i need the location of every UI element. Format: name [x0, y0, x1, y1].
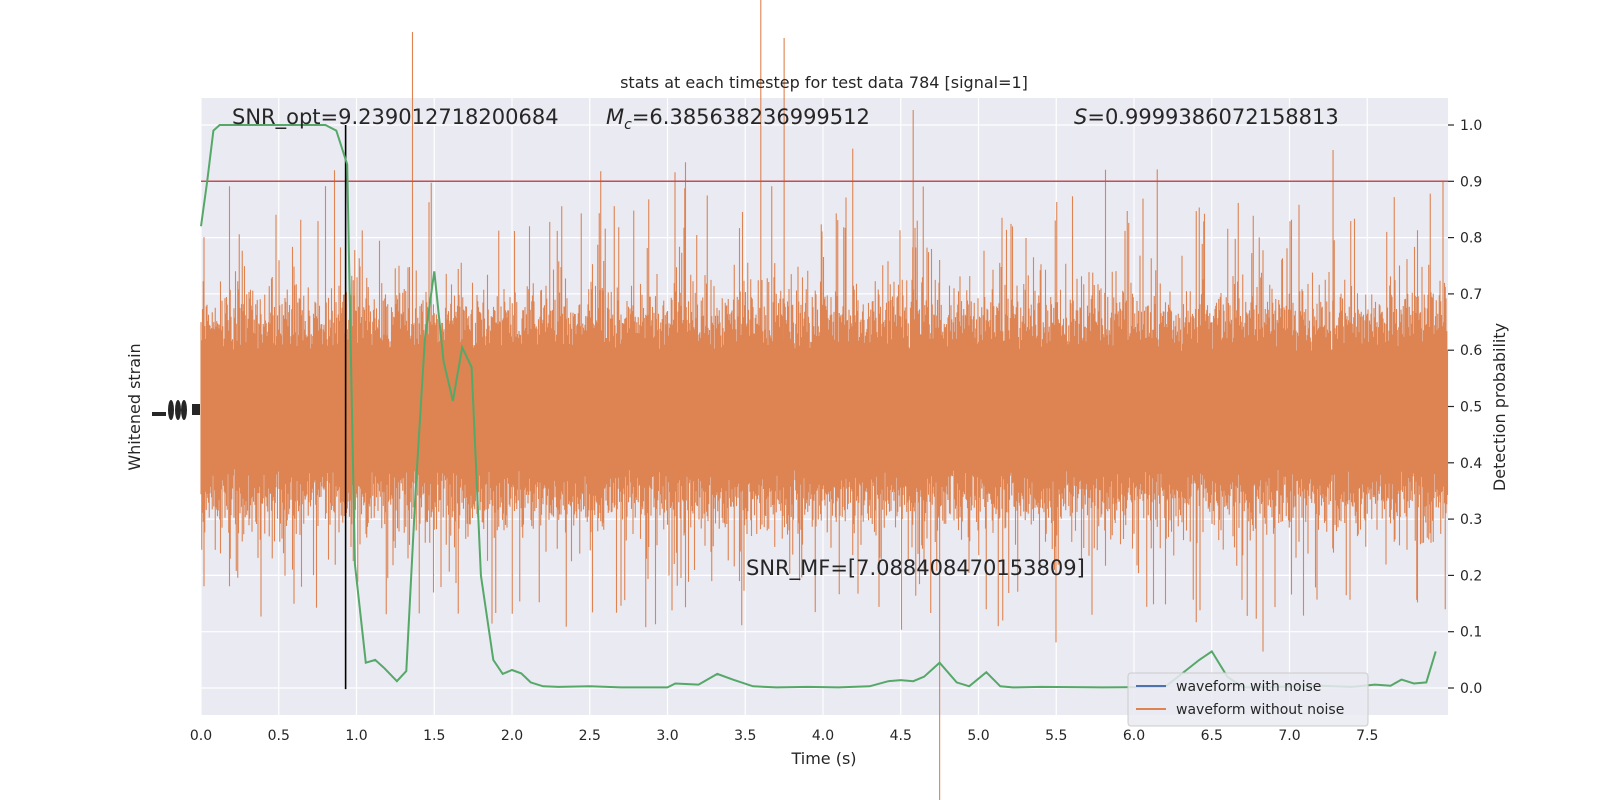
y-tick-label: 0.1	[1460, 625, 1482, 641]
x-tick-label: 7.5	[1356, 728, 1378, 744]
y-tick-label: 0.7	[1460, 287, 1482, 303]
chart-title: stats at each timestep for test data 784…	[620, 73, 1028, 92]
y-tick-label: 0.6	[1460, 343, 1482, 359]
y-tick-label: 0.3	[1460, 512, 1482, 528]
x-tick-label: 0.5	[268, 728, 290, 744]
x-tick-label: 6.0	[1123, 728, 1145, 744]
y-tick-label: 1.0	[1460, 118, 1482, 134]
x-tick-label: 2.5	[579, 728, 601, 744]
series-detection-probability	[200, 124, 1437, 689]
x-axis-ticks: 0.0 0.5 1.0 1.5 2.0 2.5 3.0 3.5 4.0 4.5 5.0 5.5 6.0 6…	[190, 728, 1379, 744]
right-axis-label: Detection probability	[1490, 323, 1509, 491]
left-axis-label: Whitened strain	[125, 343, 144, 470]
legend-entry-with-noise: waveform with noise	[1176, 679, 1321, 695]
legend: waveform with noise waveform without noi…	[1127, 672, 1369, 727]
annotation-s-value: S=0.9999386072158813	[1074, 105, 1339, 129]
x-tick-label: 2.0	[501, 728, 523, 744]
y-tick-label: 0.0	[1460, 681, 1482, 697]
x-tick-label: 7.0	[1278, 728, 1300, 744]
x-tick-label: 3.0	[656, 728, 678, 744]
x-tick-label: 3.5	[734, 728, 756, 744]
x-tick-label: 0.0	[190, 728, 212, 744]
x-tick-label: 1.0	[345, 728, 367, 744]
x-tick-label: 5.5	[1045, 728, 1067, 744]
left-axis-marks	[152, 400, 200, 420]
x-tick-label: 1.5	[423, 728, 445, 744]
y-tick-label: 0.8	[1460, 231, 1482, 247]
y-tick-label: 0.4	[1460, 456, 1482, 472]
annotation-chirp-mass: Mc=6.385638236999512	[606, 105, 870, 133]
y-tick-label: 0.2	[1460, 568, 1482, 584]
x-axis-label: Time (s)	[790, 749, 856, 768]
x-tick-label: 4.0	[812, 728, 834, 744]
x-tick-label: 5.0	[967, 728, 989, 744]
x-tick-label: 6.5	[1201, 728, 1223, 744]
series-waveform-without-noise	[200, 0, 1449, 800]
x-tick-label: 4.5	[890, 728, 912, 744]
y-tick-label: 0.9	[1460, 174, 1482, 190]
waveform-strain	[200, 0, 1449, 800]
right-axis-ticks: 0.0 0.1 0.2 0.3 0.4 0.5 0.6 0.7 0.8 0.9 1.0	[1448, 118, 1482, 697]
annotation-snr-mf: SNR_MF=[7.088408470153809]	[746, 556, 1085, 581]
y-tick-label: 0.5	[1460, 400, 1482, 416]
legend-entry-without-noise: waveform without noise	[1176, 702, 1344, 718]
annotation-snr-opt: SNR_opt=9.239012718200684	[232, 105, 559, 130]
legend-box	[1127, 672, 1369, 727]
